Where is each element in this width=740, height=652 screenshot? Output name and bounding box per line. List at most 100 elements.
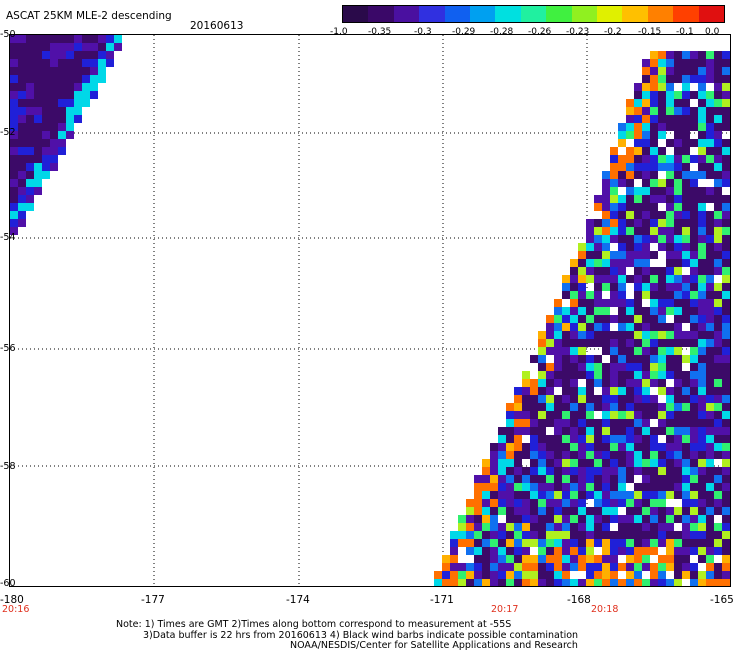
swath-pixel: [698, 123, 706, 131]
swath-pixel: [690, 275, 698, 283]
swath-pixel: [66, 123, 74, 131]
swath-pixel: [674, 451, 682, 459]
swath-pixel: [58, 35, 66, 43]
swath-pixel: [650, 579, 658, 586]
swath-pixel: [450, 555, 458, 563]
swath-pixel: [74, 75, 82, 83]
swath-pixel: [594, 275, 602, 283]
swath-pixel: [530, 427, 538, 435]
swath-pixel: [66, 91, 74, 99]
swath-pixel: [674, 115, 682, 123]
swath-pixel: [530, 419, 538, 427]
swath-pixel: [722, 403, 730, 411]
swath-pixel: [666, 387, 674, 395]
swath-pixel: [698, 187, 706, 195]
swath-pixel: [586, 275, 594, 283]
swath-pixel: [682, 51, 690, 59]
swath-pixel: [474, 571, 482, 579]
swath-pixel: [714, 571, 722, 579]
swath-pixel: [10, 203, 18, 211]
swath-pixel: [626, 171, 634, 179]
swath-pixel: [546, 475, 554, 483]
swath-pixel: [74, 115, 82, 123]
swath-pixel: [482, 571, 490, 579]
swath-pixel: [682, 171, 690, 179]
swath-pixel: [666, 539, 674, 547]
swath-pixel: [482, 475, 490, 483]
colorbar-tick: -0.28: [490, 27, 514, 37]
swath-pixel: [658, 579, 666, 586]
swath-pixel: [706, 571, 714, 579]
colorbar-segment: [495, 6, 521, 22]
swath-pixel: [506, 563, 514, 571]
swath-pixel: [570, 339, 578, 347]
swath-pixel: [634, 555, 642, 563]
swath-pixel: [26, 147, 34, 155]
swath-pixel: [706, 331, 714, 339]
swath-pixel: [682, 435, 690, 443]
swath-pixel: [594, 267, 602, 275]
swath-pixel: [530, 435, 538, 443]
swath-pixel: [594, 499, 602, 507]
swath-pixel: [722, 147, 730, 155]
swath-pixel: [522, 507, 530, 515]
swath-pixel: [618, 523, 626, 531]
swath-pixel: [634, 147, 642, 155]
swath-pixel: [634, 435, 642, 443]
swath-pixel: [626, 179, 634, 187]
swath-pixel: [586, 507, 594, 515]
swath-pixel: [602, 531, 610, 539]
swath-pixel: [634, 139, 642, 147]
colorbar-segment: [520, 6, 547, 22]
swath-pixel: [18, 91, 26, 99]
swath-pixel: [674, 483, 682, 491]
swath-pixel: [642, 235, 650, 243]
swath-pixel: [626, 235, 634, 243]
colorbar-tick: 0.0: [705, 27, 720, 37]
swath-pixel: [666, 459, 674, 467]
swath-pixel: [698, 515, 706, 523]
swath-pixel: [666, 515, 674, 523]
swath-pixel: [42, 35, 50, 43]
swath-pixel: [698, 91, 706, 99]
swath-pixel: [626, 427, 634, 435]
swath-pixel: [658, 59, 666, 67]
swath-pixel: [674, 107, 682, 115]
swath-pixel: [650, 515, 658, 523]
swath-pixel: [594, 203, 602, 211]
swath-pixel: [602, 571, 610, 579]
swath-pixel: [722, 531, 730, 539]
swath-pixel: [546, 579, 554, 586]
swath-pixel: [706, 147, 714, 155]
swath-pixel: [570, 475, 578, 483]
swath-pixel: [682, 251, 690, 259]
swath-pixel: [506, 459, 514, 467]
swath-pixel: [698, 379, 706, 387]
swath-pixel: [634, 571, 642, 579]
swath-pixel: [82, 59, 90, 67]
swath-pixel: [650, 531, 658, 539]
swath-pixel: [666, 107, 674, 115]
swath-pixel: [522, 403, 530, 411]
swath-pixel: [570, 275, 578, 283]
swath-pixel: [522, 443, 530, 451]
swath-pixel: [474, 499, 482, 507]
swath-pixel: [26, 59, 34, 67]
swath-pixel: [586, 379, 594, 387]
swath-pixel: [706, 419, 714, 427]
swath-pixel: [642, 187, 650, 195]
swath-pixel: [682, 299, 690, 307]
swath-pixel: [698, 75, 706, 83]
swath-pixel: [562, 323, 570, 331]
swath-pixel: [562, 275, 570, 283]
swath-pixel: [698, 139, 706, 147]
swath-pixel: [26, 35, 34, 43]
swath-pixel: [642, 219, 650, 227]
swath-pixel: [674, 379, 682, 387]
swath-pixel: [538, 387, 546, 395]
swath-pixel: [66, 107, 74, 115]
swath-pixel: [530, 483, 538, 491]
swath-pixel: [538, 427, 546, 435]
swath-pixel: [666, 211, 674, 219]
swath-pixel: [610, 475, 618, 483]
